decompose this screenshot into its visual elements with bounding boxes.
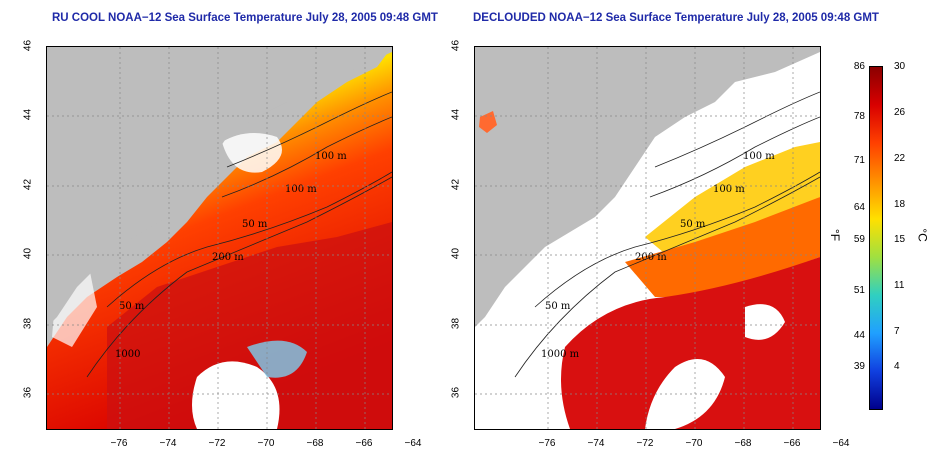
y-tick-label: 46 xyxy=(22,39,34,52)
x-tick-label: −70 xyxy=(685,438,703,449)
fahrenheit-tick: 51 xyxy=(853,285,865,296)
x-tick-label: −74 xyxy=(587,438,605,449)
celsius-tick: 18 xyxy=(894,199,906,210)
x-tick-label: −66 xyxy=(355,438,373,449)
warm-eddy-region xyxy=(107,222,392,429)
fahrenheit-tick: 44 xyxy=(853,330,865,341)
y-tick-label: 40 xyxy=(22,247,34,260)
fahrenheit-tick: 39 xyxy=(853,361,865,372)
y-tick-label: 42 xyxy=(450,178,462,191)
contour-label: 200 m xyxy=(212,252,244,263)
x-tick-label: −72 xyxy=(208,438,226,449)
y-tick-label: 38 xyxy=(450,317,462,330)
right-map-title: DECLOUDED NOAA−12 Sea Surface Temperatur… xyxy=(473,12,879,24)
cloud-mask xyxy=(192,361,280,429)
fahrenheit-tick: 64 xyxy=(853,202,865,213)
x-tick-label: −68 xyxy=(306,438,324,449)
temperature-colorbar xyxy=(869,66,883,410)
bathymetry-contours xyxy=(86,91,392,378)
graticule xyxy=(47,47,392,429)
bathymetry-contours xyxy=(514,91,820,378)
fahrenheit-unit-label: °F xyxy=(828,228,843,242)
celsius-tick: 7 xyxy=(894,326,900,337)
y-tick-label: 42 xyxy=(22,178,34,191)
contour-label: 100 m xyxy=(285,184,317,195)
x-tick-label: −66 xyxy=(783,438,801,449)
x-tick-label: −76 xyxy=(538,438,556,449)
celsius-tick: 22 xyxy=(894,153,906,164)
cloud-mask xyxy=(247,340,307,378)
y-tick-label: 44 xyxy=(22,108,34,121)
x-tick-label: −64 xyxy=(832,438,850,449)
contour-label: 100 m xyxy=(315,151,347,162)
declouded-sst-map[interactable]: 100 m 100 m 50 m 200 m 50 m 1000 m xyxy=(474,46,821,430)
celsius-tick: 30 xyxy=(894,61,906,72)
contour-label: 100 m xyxy=(713,184,745,195)
celsius-unit-label: °C xyxy=(915,228,930,242)
celsius-tick: 11 xyxy=(894,280,905,291)
contour-label: 50 m xyxy=(242,219,268,230)
celsius-tick: 15 xyxy=(894,234,906,245)
contour-label: 1000 m xyxy=(541,349,580,360)
land-mass xyxy=(47,47,392,327)
x-tick-label: −64 xyxy=(404,438,422,449)
celsius-tick: 4 xyxy=(894,361,900,372)
celsius-tick: 26 xyxy=(894,107,906,118)
contour-label: 1000 xyxy=(115,349,140,360)
land-mass xyxy=(475,47,820,327)
cloud-mask xyxy=(745,304,785,340)
left-map-title: RU COOL NOAA−12 Sea Surface Temperature … xyxy=(52,12,438,24)
y-tick-label: 36 xyxy=(22,386,34,399)
y-tick-label: 44 xyxy=(450,108,462,121)
y-tick-label: 38 xyxy=(22,317,34,330)
y-tick-label: 36 xyxy=(450,386,462,399)
sst-yellow-band xyxy=(645,142,820,262)
sst-red-region xyxy=(561,257,820,429)
y-tick-label: 40 xyxy=(450,247,462,260)
raw-sst-map[interactable]: 100 m 100 m 50 m 200 m 50 m 1000 xyxy=(46,46,393,430)
contour-label: 200 m xyxy=(635,252,667,263)
contour-label: 50 m xyxy=(680,219,706,230)
land-patch xyxy=(479,111,497,133)
fahrenheit-tick: 86 xyxy=(853,61,865,72)
x-tick-label: −72 xyxy=(636,438,654,449)
x-tick-label: −70 xyxy=(257,438,275,449)
fahrenheit-tick: 71 xyxy=(853,155,865,166)
sst-orange-band xyxy=(625,197,820,297)
contour-label: 50 m xyxy=(545,301,571,312)
x-tick-label: −74 xyxy=(159,438,177,449)
fahrenheit-tick: 59 xyxy=(853,234,865,245)
fahrenheit-tick: 78 xyxy=(853,111,865,122)
contour-label: 100 m xyxy=(743,151,775,162)
contour-label: 50 m xyxy=(119,301,145,312)
y-tick-label: 46 xyxy=(450,39,462,52)
x-tick-label: −76 xyxy=(110,438,128,449)
x-tick-label: −68 xyxy=(734,438,752,449)
graticule xyxy=(475,47,820,429)
